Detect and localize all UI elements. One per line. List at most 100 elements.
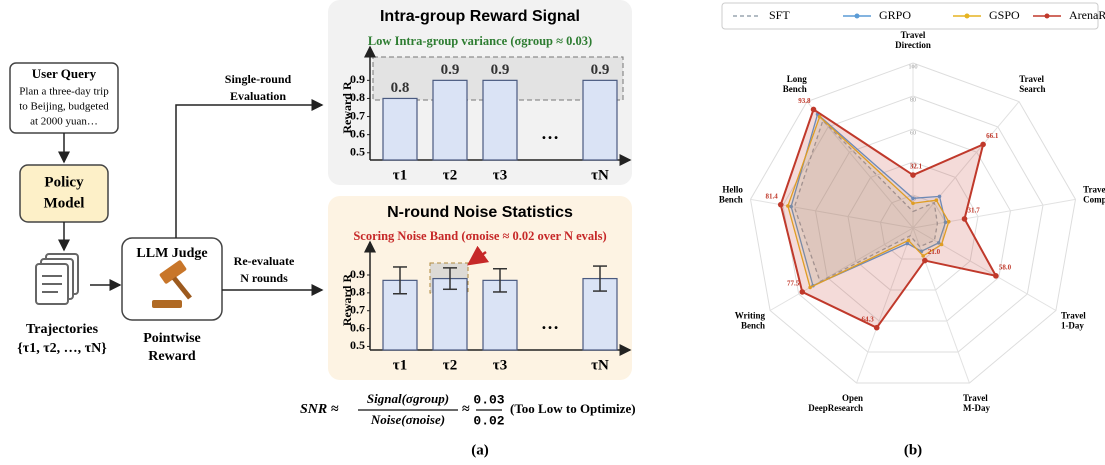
axis-label: Open (842, 393, 863, 403)
axis-label: Travel (1061, 311, 1086, 321)
series-marker (943, 220, 948, 225)
series-marker (937, 194, 942, 199)
y-tick-label: 0.5 (350, 145, 365, 159)
y-tick-label: 0.9 (350, 267, 365, 281)
edge-label: Single-round (225, 72, 292, 86)
axis-label: Long (787, 74, 808, 84)
grid-ring (749, 62, 1077, 384)
grid-ring (879, 194, 947, 260)
spoke (856, 227, 914, 384)
ellipsis: … (541, 313, 559, 333)
legend-label: SFT (769, 8, 790, 22)
series-marker (817, 114, 822, 119)
axis-label: Travel (963, 393, 988, 403)
y-tick-label: 0.9 (350, 72, 365, 86)
noise-callout (466, 245, 490, 266)
edge-label: Re-evaluate (234, 254, 295, 268)
value-label: 21.0 (928, 248, 941, 256)
chart-title: Intra-group Reward Signal (380, 8, 580, 25)
chart-subtitle: Scoring Noise Band (σnoise ≈ 0.02 over N… (353, 229, 606, 243)
value-label: 64.3 (861, 315, 874, 323)
value-label: 0.9 (441, 62, 460, 78)
formula-denominator: Noise(σnoise) (370, 412, 445, 427)
x-tick-label: τ1 (393, 167, 407, 183)
grid-ring (847, 161, 979, 291)
series-marker (911, 196, 915, 201)
axis-label: Bench (741, 321, 765, 331)
x-tick-label: τ3 (493, 357, 507, 373)
axis-label: Hello (722, 185, 743, 195)
y-axis-label: Reward R (340, 274, 354, 327)
spoke (912, 101, 1020, 229)
spoke (912, 227, 1057, 311)
series-marker (922, 257, 928, 264)
axis-label: Bench (783, 84, 807, 94)
chart-title: N-round Noise Statistics (387, 204, 573, 221)
ellipsis: … (541, 123, 559, 143)
series-marker (921, 254, 925, 258)
bar (582, 79, 618, 161)
judge-caption: Pointwise (143, 331, 201, 346)
spoke (912, 227, 970, 384)
bar (482, 79, 518, 161)
query-title: User Query (32, 66, 97, 81)
series-area (787, 115, 950, 289)
spoke (912, 198, 1076, 229)
legend-label: GRPO (879, 8, 911, 22)
series-marker (905, 241, 910, 246)
trajectories-set: {τ1, τ2, …, τN} (17, 341, 107, 356)
series-marker (911, 201, 915, 206)
formula-ratio: 0.03 (473, 392, 504, 407)
axis-label: Travel (1083, 185, 1105, 195)
value-label: 93.8 (798, 97, 811, 105)
x-tick-label: τN (591, 357, 609, 373)
bar (432, 79, 468, 161)
formula-note: (Too Low to Optimize) (510, 401, 636, 416)
y-tick-label: 0.7 (350, 108, 365, 122)
x-tick-label: τ3 (493, 167, 507, 183)
series-marker (934, 198, 939, 202)
axis-label: Direction (895, 40, 931, 50)
policy-label: Model (44, 195, 85, 211)
series-marker (993, 273, 999, 279)
y-axis-label: Reward R (340, 81, 354, 134)
panel-label: (b) (904, 442, 922, 458)
formula-lhs: SNR ≈ (300, 402, 339, 417)
chart-subtitle: Low Intra-group variance (σgroup ≈ 0.03) (368, 34, 592, 48)
legend-box (721, 2, 1099, 30)
query-text: at 2000 yuan… (30, 116, 98, 128)
axis-label: Travel (901, 30, 926, 40)
edge-label: Evaluation (230, 89, 286, 103)
value-label: 0.8 (391, 80, 410, 96)
panel-label: (a) (471, 442, 489, 458)
y-tick-label: 0.8 (350, 90, 365, 104)
axis-label: Bench (719, 195, 743, 205)
y-tick-label: 0.7 (350, 302, 365, 316)
series-marker (946, 219, 951, 224)
spoke (750, 198, 914, 229)
trajectories-label: Trajectories (26, 322, 99, 337)
judge-title: LLM Judge (136, 246, 207, 261)
trajectory-icon (35, 253, 79, 305)
y-tick-label: 0.6 (350, 126, 365, 140)
axis-label: DeepResearch (808, 403, 863, 413)
series-marker (936, 241, 941, 245)
x-tick-label: τ2 (443, 357, 457, 373)
legend-marker (854, 13, 860, 19)
bar (432, 277, 468, 351)
value-label: 58.0 (999, 263, 1012, 271)
gavel-icon (152, 260, 192, 308)
series-area (793, 119, 939, 283)
grid-ring (814, 128, 1012, 322)
formula-numerator: Signal(σgroup) (367, 391, 449, 406)
series-marker (910, 172, 916, 178)
formula-ratio: 0.02 (473, 413, 504, 428)
series-marker (919, 249, 924, 254)
axis-label: Writing (735, 311, 766, 321)
y-tick-label: 0.8 (350, 285, 365, 299)
series-marker (789, 204, 793, 209)
edge-label: N rounds (240, 271, 288, 285)
axis-label: Search (1019, 84, 1045, 94)
spoke (769, 227, 914, 311)
